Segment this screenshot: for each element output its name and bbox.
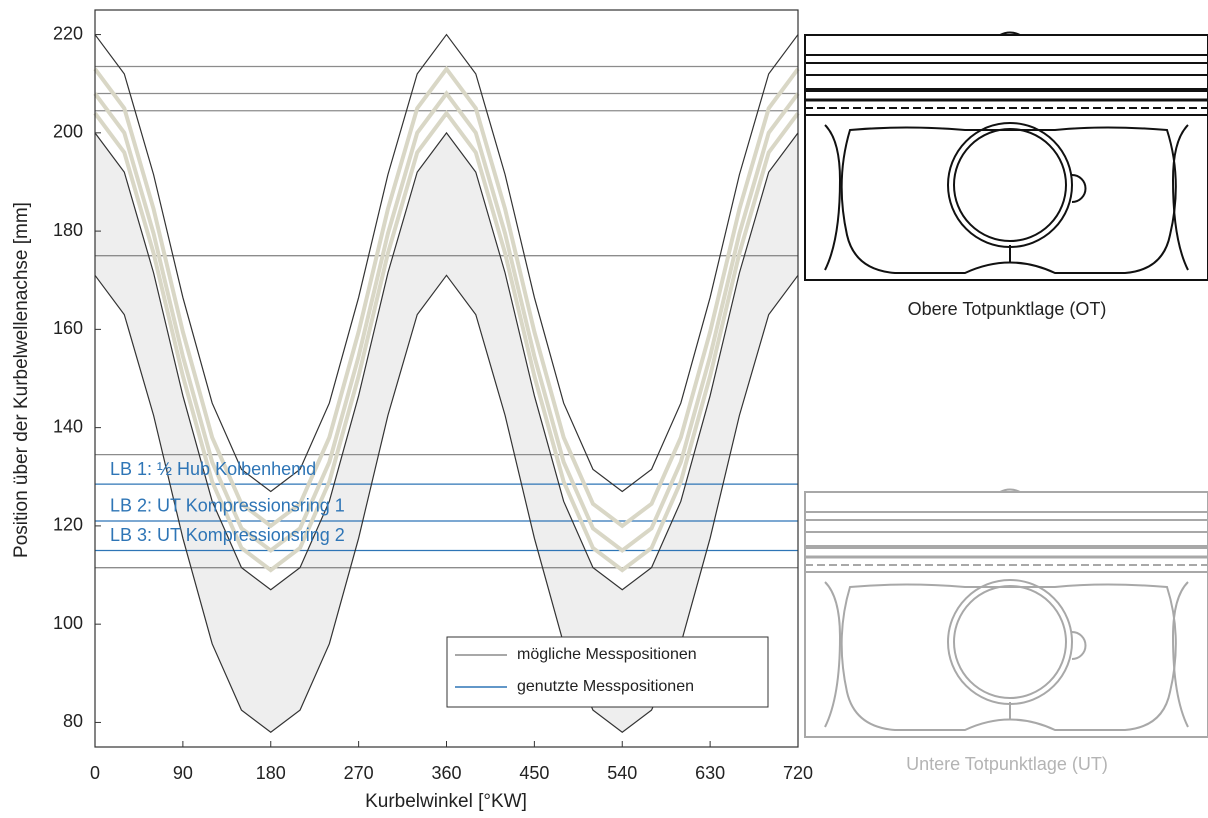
series-line bbox=[93, 109, 800, 573]
legend-box bbox=[446, 636, 769, 708]
y-tick-label: 160 bbox=[53, 318, 83, 338]
y-axis-label: Position über der Kurbelwellenachse [mm] bbox=[11, 202, 32, 558]
caption-bottom: Untere Totpunktlage (UT) bbox=[906, 754, 1108, 774]
legend-label: genutzte Messpositionen bbox=[517, 678, 694, 695]
y-tick-label: 80 bbox=[63, 711, 83, 731]
x-tick-label: 180 bbox=[256, 763, 286, 783]
x-tick-label: 630 bbox=[695, 763, 725, 783]
series-line bbox=[94, 33, 799, 493]
y-tick-label: 200 bbox=[53, 122, 83, 142]
piston-top bbox=[803, 30, 1208, 282]
x-tick-label: 450 bbox=[519, 763, 549, 783]
caption-top: Obere Totpunktlage (OT) bbox=[908, 299, 1107, 319]
y-tick-label: 120 bbox=[53, 515, 83, 535]
legend-label: mögliche Messpositionen bbox=[517, 646, 697, 663]
x-tick-label: 720 bbox=[783, 763, 813, 783]
x-tick-label: 360 bbox=[431, 763, 461, 783]
plot-background bbox=[95, 10, 798, 747]
x-axis-label: Kurbelwinkel [°KW] bbox=[365, 791, 527, 812]
y-tick-label: 140 bbox=[53, 416, 83, 436]
plot: LB 1: ½ Hub Kolbenhemd LB 2: UT Kompressi… bbox=[53, 9, 813, 783]
y-tick-label: 180 bbox=[53, 220, 83, 240]
series-line bbox=[93, 90, 800, 553]
x-tick-label: 540 bbox=[607, 763, 637, 783]
piston-bottom bbox=[803, 487, 1208, 739]
y-tick-label: 100 bbox=[53, 613, 83, 633]
x-tick-label: 0 bbox=[90, 763, 100, 783]
x-tick-label: 270 bbox=[344, 763, 374, 783]
series-line bbox=[94, 131, 799, 591]
reference-label: LB 2: UT Kompressionsring 1 bbox=[110, 496, 345, 516]
band-fill bbox=[95, 132, 798, 733]
series-line bbox=[93, 65, 800, 529]
reference-label: LB 1: ½ Hub Kolbenhemd bbox=[110, 459, 316, 479]
x-tick-label: 90 bbox=[173, 763, 193, 783]
y-tick-label: 220 bbox=[53, 23, 83, 43]
reference-label: LB 3: UT Kompressionsring 2 bbox=[110, 525, 345, 545]
